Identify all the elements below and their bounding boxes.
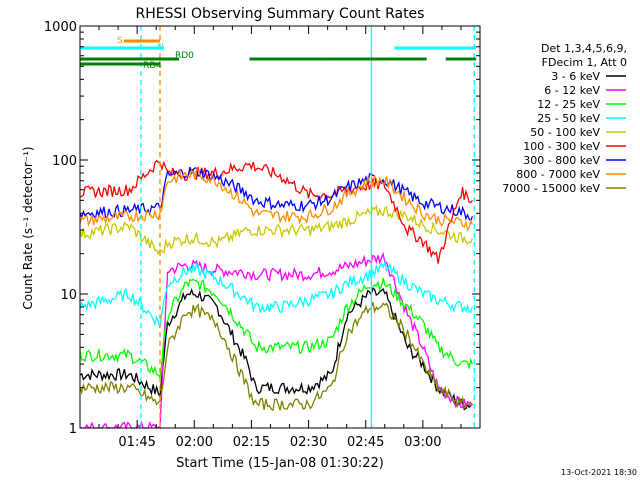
series-line-12-25keV (79, 277, 474, 380)
legend-label-6-12keV: 6 - 12 keV (544, 84, 600, 97)
series-line-3-6keV (79, 287, 473, 411)
legend-label-12-25keV: 12 - 25 keV (537, 98, 600, 111)
y-axis-label: Count Rate (s⁻¹ detector⁻¹) (21, 146, 35, 309)
x-tick-label-5: 03:00 (404, 435, 441, 450)
legend-header-line-2: FDecim 1, Att 0 (542, 56, 627, 69)
x-tick-label-4: 02:45 (347, 435, 384, 450)
chart-title: RHESSI Observing Summary Count Rates (136, 6, 425, 22)
x-tick-label-2: 02:15 (233, 435, 270, 450)
legend-header-line-1: Det 1,3,4,5,6,9, (541, 42, 627, 55)
legend-label-25-50keV: 25 - 50 keV (537, 112, 600, 125)
legend-label-300-800keV: 300 - 800 keV (523, 154, 600, 167)
flag-label-n: N (157, 43, 164, 53)
x-axis-label: Start Time (15-Jan-08 01:30:22) (176, 456, 384, 471)
y-tick-label-0: 1 (69, 422, 77, 437)
series-line-7000-15000keV (79, 301, 473, 412)
series-line-100-300keV (79, 159, 473, 264)
legend-label-50-100keV: 50 - 100 keV (530, 126, 600, 139)
legend-label-7000-15000keV: 7000 - 15000 keV (502, 182, 600, 195)
flag-label-s: S (117, 36, 123, 46)
y-tick-label-2: 100 (52, 154, 77, 169)
y-tick-label-3: 1000 (44, 20, 77, 35)
flag-label-rd4: RD4 (143, 61, 162, 71)
legend-label-100-300keV: 100 - 300 keV (523, 140, 600, 153)
series-line-300-800keV (79, 166, 474, 222)
series-line-50-100keV (79, 204, 474, 256)
flag-label-rd0: RD0 (175, 51, 194, 61)
series-line-25-50keV (79, 260, 474, 328)
series-line-800-7000keV (79, 167, 473, 232)
plot-frame (79, 25, 481, 429)
y-tick-label-1: 10 (60, 288, 77, 303)
legend-label-3-6keV: 3 - 6 keV (551, 70, 600, 83)
x-tick-label-3: 02:30 (290, 435, 327, 450)
x-tick-label-0: 01:45 (118, 435, 155, 450)
x-tick-label-1: 02:00 (176, 435, 213, 450)
legend-label-800-7000keV: 800 - 7000 keV (516, 168, 600, 181)
footer-date: 13-Oct-2021 18:30 (561, 468, 637, 477)
